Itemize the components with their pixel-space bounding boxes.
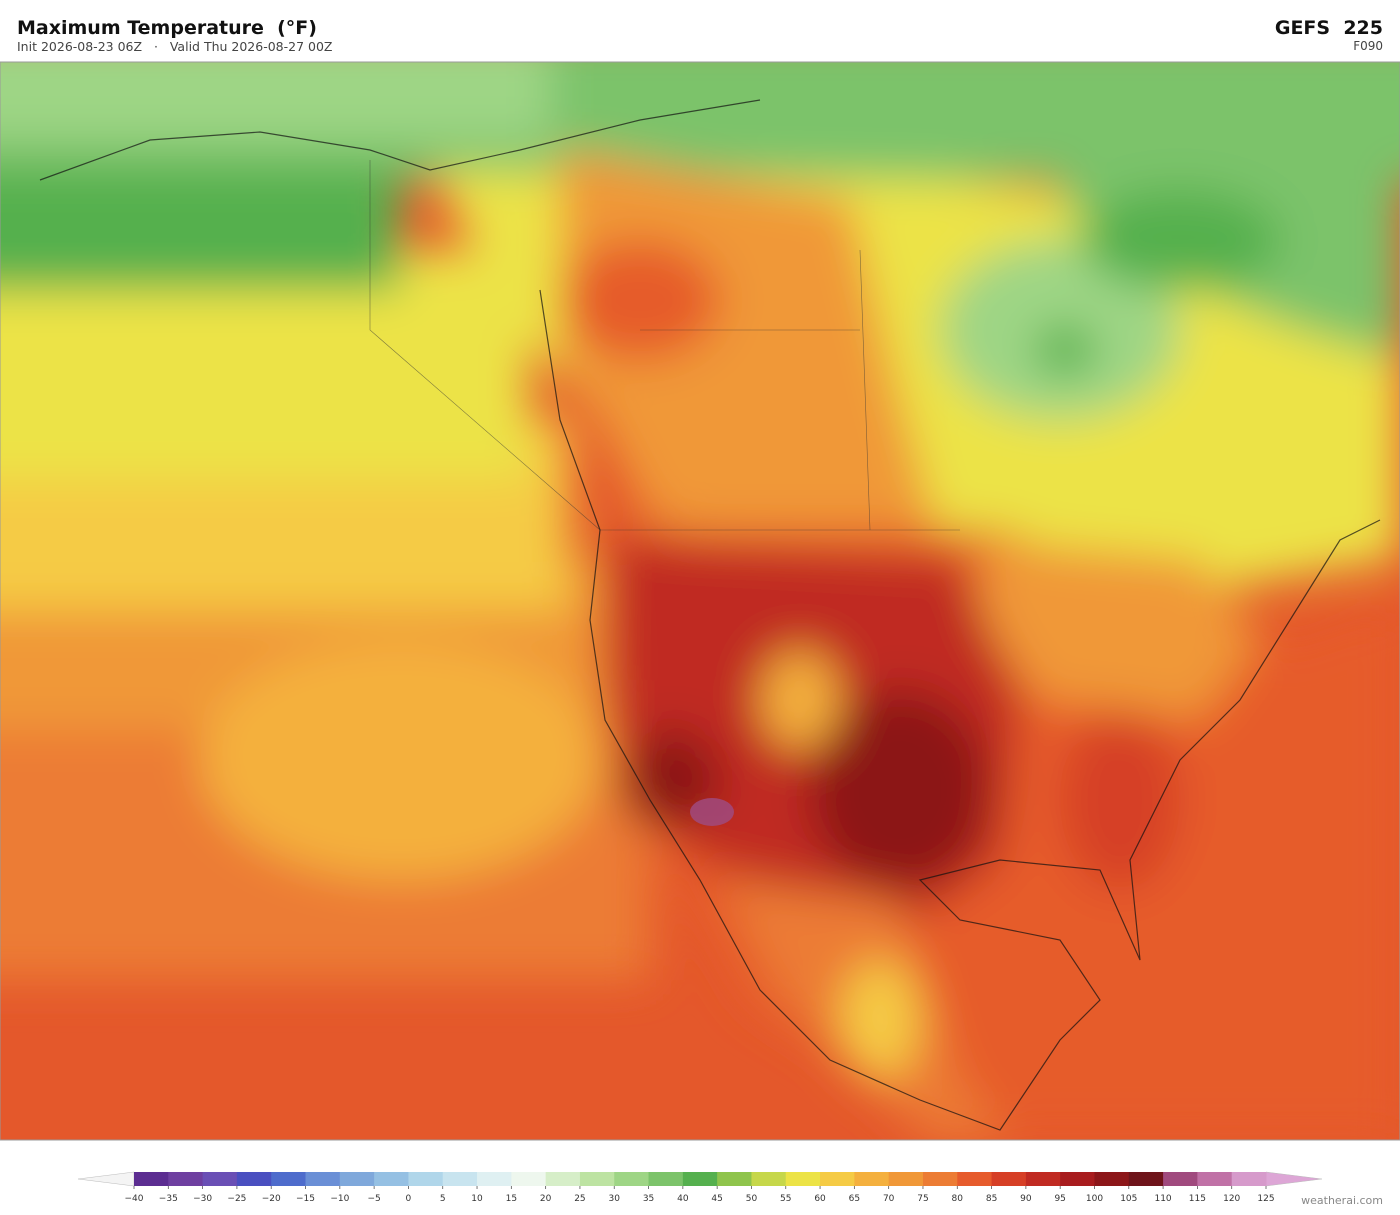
colorbar-swatch [545, 1172, 581, 1186]
colorbar-swatch [854, 1172, 890, 1186]
colorbar-tick-label: 15 [506, 1194, 517, 1204]
colorbar-tick-label: 50 [746, 1194, 758, 1204]
colorbar-tick-label: −20 [262, 1194, 281, 1204]
colorbar-swatch [614, 1172, 650, 1186]
colorbar-tick-label: 55 [780, 1194, 791, 1204]
forecast-hour: F090 [1353, 39, 1383, 53]
colorbar-tick-label: 60 [814, 1194, 826, 1204]
colorbar-swatch [1060, 1172, 1095, 1186]
colorbar-swatch [717, 1172, 752, 1186]
colorbar-swatch [751, 1172, 787, 1186]
colorbar-tick-label: 35 [643, 1194, 654, 1204]
colorbar-swatch [236, 1172, 272, 1186]
colorbar-tick-label: 80 [952, 1194, 964, 1204]
colorbar-tick-label: 110 [1154, 1194, 1171, 1204]
colorbar-tick-label: 75 [917, 1194, 928, 1204]
colorbar-tick-label: 0 [406, 1194, 412, 1204]
colorbar-swatch [991, 1172, 1027, 1186]
colorbar-swatch [1231, 1172, 1267, 1186]
colorbar-swatch [1094, 1172, 1130, 1186]
colorbar-tick-label: −15 [296, 1194, 315, 1204]
map-frame [0, 61, 1400, 1141]
colorbar-tick-label: 85 [986, 1194, 997, 1204]
colorbar-swatch [271, 1172, 307, 1186]
colorbar-swatch [202, 1172, 238, 1186]
colorbar-swatch [408, 1172, 444, 1186]
colorbar-swatch [648, 1172, 684, 1186]
title: Maximum Temperature (°F) [17, 17, 317, 39]
colorbar-swatch [442, 1172, 478, 1186]
colorbar-swatch [682, 1172, 718, 1186]
colorbar-tick-label: 10 [471, 1194, 483, 1204]
colorbar-swatch [820, 1172, 855, 1186]
credit: weatherai.com [1301, 1194, 1383, 1207]
colorbar-tick-label: 95 [1054, 1194, 1065, 1204]
colorbar-swatch [922, 1172, 958, 1186]
colorbar-tick-label: 70 [883, 1194, 895, 1204]
colorbar-tick-label: −25 [227, 1194, 246, 1204]
colorbar-swatch [374, 1172, 409, 1186]
colorbar-tick-label: 125 [1257, 1194, 1274, 1204]
colorbar-under [77, 1171, 135, 1187]
colorbar-swatch [305, 1172, 341, 1186]
colorbar-tick-label: 30 [609, 1194, 621, 1204]
colorbar-tick-label: 65 [849, 1194, 860, 1204]
temperature-map [0, 62, 1400, 1140]
colorbar-tick-label: 20 [540, 1194, 552, 1204]
colorbar-swatch [888, 1172, 924, 1186]
colorbar-tick-label: 45 [711, 1194, 722, 1204]
colorbar-tick-label: −30 [193, 1194, 212, 1204]
colorbar-swatch [785, 1172, 821, 1186]
colorbar-tick-label: −35 [159, 1194, 178, 1204]
colorbar-tick-label: 25 [574, 1194, 585, 1204]
colorbar-swatch [1128, 1172, 1164, 1186]
colorbar-swatch [339, 1172, 375, 1186]
colorbar-tick-label: 120 [1223, 1194, 1240, 1204]
colorbar-tick-label: 115 [1189, 1194, 1206, 1204]
colorbar-tick-label: −40 [125, 1194, 144, 1204]
colorbar-tick-label: 40 [677, 1194, 689, 1204]
colorbar-swatch [477, 1172, 512, 1186]
colorbar-swatch [1163, 1172, 1198, 1186]
colorbar-swatch [168, 1172, 204, 1186]
colorbar-tick-label: −5 [367, 1194, 380, 1204]
colorbar-swatch [957, 1172, 993, 1186]
colorbar-tick-label: 90 [1020, 1194, 1032, 1204]
colorbar-swatch [134, 1172, 169, 1186]
colorbar-swatch [1197, 1172, 1233, 1186]
colorbar-over [1265, 1171, 1323, 1187]
colorbar: −40 −35 −30 −25 −20 −15 −10 −5 0 5 10 15 20 25 30 35 40 4… [77, 1171, 1323, 1204]
subtitle: Init 2026-08-23 06Z · Valid Thu 2026-08-… [17, 39, 333, 54]
colorbar-swatch [511, 1172, 547, 1186]
model-label: GEFS 225 [1275, 17, 1383, 39]
colorbar-swatch [579, 1172, 615, 1186]
colorbar-tick-label: 105 [1120, 1194, 1137, 1204]
colorbar-tick-label: 5 [440, 1194, 446, 1204]
colorbar-tick-label: 100 [1086, 1194, 1103, 1204]
colorbar-tick-label: −10 [330, 1194, 349, 1204]
colorbar-swatch [1025, 1172, 1061, 1186]
